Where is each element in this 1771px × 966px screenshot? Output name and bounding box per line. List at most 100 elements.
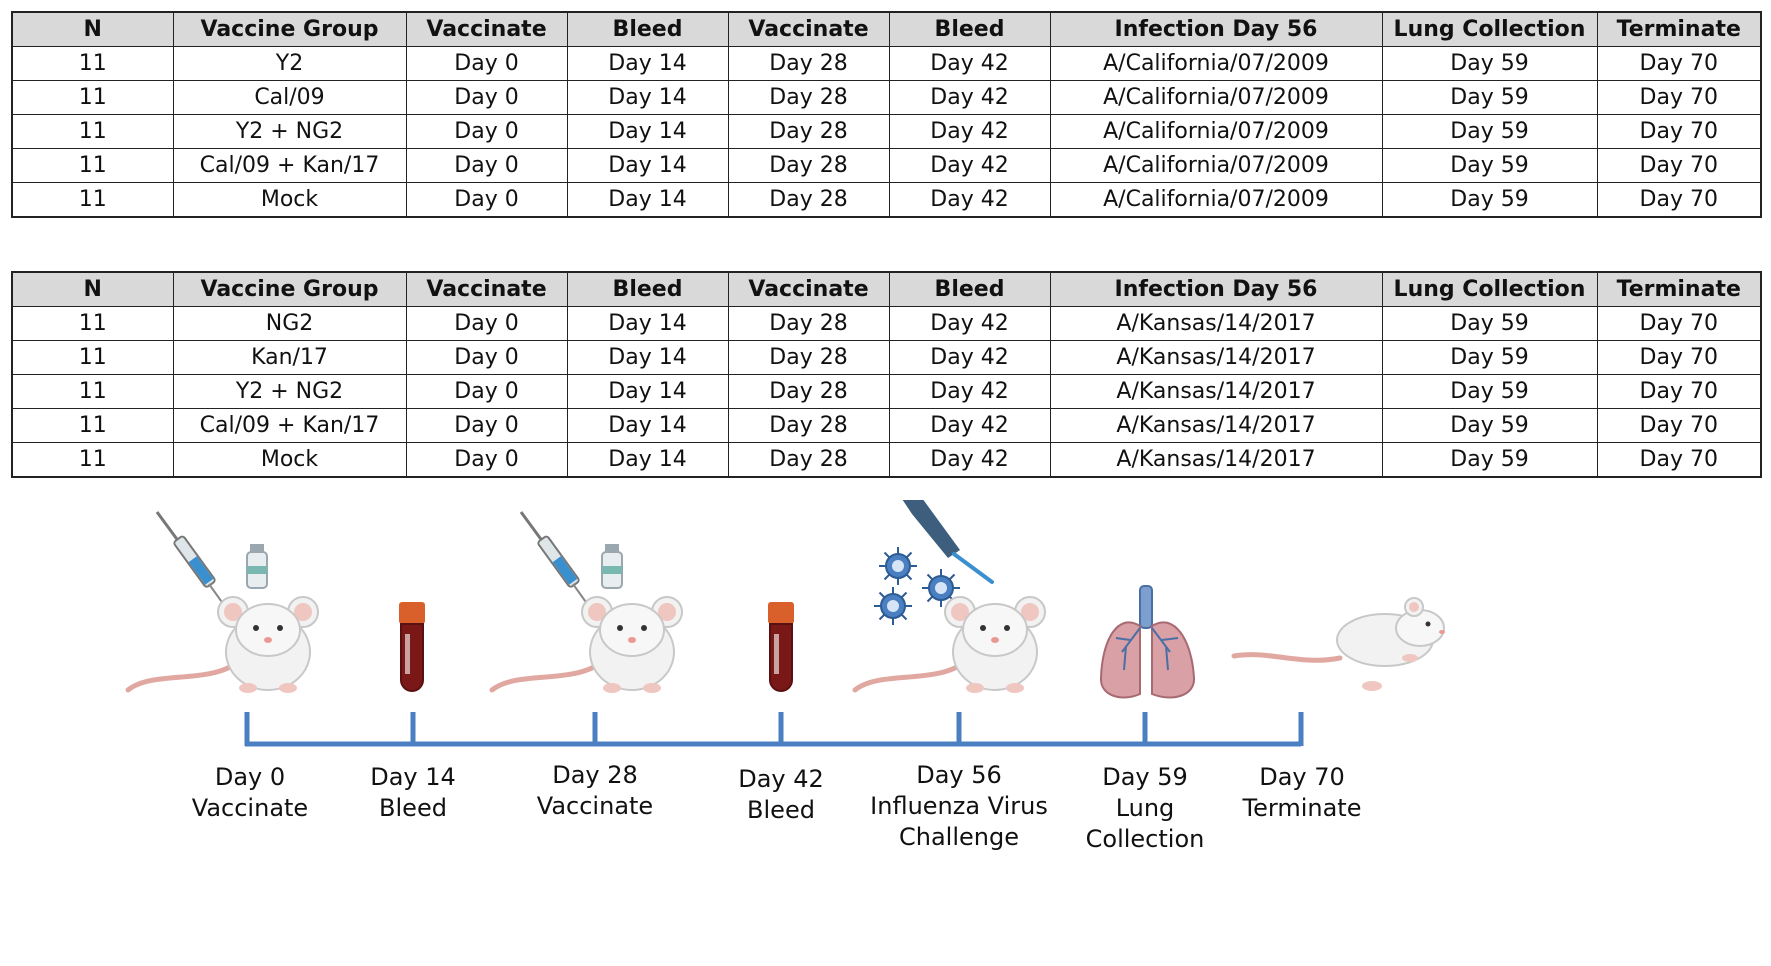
table-row: 11 Cal/09 + Kan/17 Day 0 Day 14 Day 28 D…	[11, 148, 1762, 183]
table-cell: A/Kansas/14/2017	[1049, 442, 1383, 478]
table-cell: Day 42	[888, 182, 1051, 218]
header-n: N	[11, 271, 174, 307]
table-cell: Day 28	[727, 340, 890, 375]
table-cell: Day 42	[888, 306, 1051, 341]
table-row: 11 Cal/09 + Kan/17 Day 0 Day 14 Day 28 D…	[11, 408, 1762, 443]
table-cell: Day 28	[727, 182, 890, 218]
mouse-with-syringe-and-vial-icon	[128, 510, 318, 693]
table-cell: A/California/07/2009	[1049, 182, 1383, 218]
table-row: 11 NG2 Day 0 Day 14 Day 28 Day 42 A/Kans…	[11, 306, 1762, 341]
table-cell: A/California/07/2009	[1049, 114, 1383, 149]
timeline-graphic	[0, 500, 1445, 747]
table-cell: 11	[11, 306, 174, 341]
header-infection: Infection Day 56	[1049, 11, 1383, 47]
table-cell: Day 0	[405, 182, 568, 218]
blood-tube-icon	[398, 601, 426, 692]
header-vaccinate: Vaccinate	[405, 271, 568, 307]
timeline-event-text: Challenge	[899, 823, 1019, 851]
table-cell: Day 28	[727, 442, 890, 478]
timeline-day: Day 70	[1259, 763, 1345, 791]
table-cell: Day 42	[888, 114, 1051, 149]
table-cell: Day 14	[566, 374, 729, 409]
table-cell: Day 28	[727, 148, 890, 183]
table-cell: Y2 + NG2	[172, 114, 407, 149]
table-cell: 11	[11, 374, 174, 409]
lungs-icon	[1099, 585, 1196, 699]
table-cell: 11	[11, 148, 174, 183]
header-vaccinate: Vaccinate	[727, 271, 890, 307]
timeline-event-text: Bleed	[747, 796, 815, 824]
table-row: 11 Mock Day 0 Day 14 Day 28 Day 42 A/Cal…	[11, 182, 1762, 218]
table-cell: Day 70	[1596, 442, 1762, 478]
table-cell: Day 59	[1381, 80, 1598, 115]
table-cell: Day 59	[1381, 374, 1598, 409]
timeline-label-day-28: Day 28 Vaccinate	[485, 760, 705, 822]
table-cell: 11	[11, 80, 174, 115]
timeline-event-text: Terminate	[1242, 794, 1362, 822]
header-vaccine-group: Vaccine Group	[172, 271, 407, 307]
header-infection: Infection Day 56	[1049, 271, 1383, 307]
table-cell: Day 0	[405, 340, 568, 375]
table-cell: Day 42	[888, 46, 1051, 81]
table-cell: Cal/09	[172, 80, 407, 115]
table-cell: Day 14	[566, 148, 729, 183]
header-terminate: Terminate	[1596, 11, 1762, 47]
table-cell: Day 42	[888, 374, 1051, 409]
timeline-day: Day 28	[552, 761, 638, 789]
table-cell: A/California/07/2009	[1049, 80, 1383, 115]
header-bleed: Bleed	[566, 271, 729, 307]
table-cell: Day 14	[566, 80, 729, 115]
table-cell: Day 28	[727, 46, 890, 81]
california-challenge-table: N Vaccine Group Vaccinate Bleed Vaccinat…	[11, 11, 1762, 218]
mouse-with-pipette-and-virus-icon	[855, 500, 1045, 693]
pipette-icon	[902, 500, 994, 584]
table-cell: Day 59	[1381, 114, 1598, 149]
table-cell: Y2 + NG2	[172, 374, 407, 409]
timeline-label-day-70: Day 70 Terminate	[1192, 762, 1412, 824]
table-cell: Day 0	[405, 374, 568, 409]
table-cell: Day 14	[566, 306, 729, 341]
table-cell: Day 70	[1596, 306, 1762, 341]
header-vaccine-group: Vaccine Group	[172, 11, 407, 47]
timeline-label-day-59: Day 59 Lung Collection	[1035, 762, 1255, 855]
table-row: 11 Mock Day 0 Day 14 Day 28 Day 42 A/Kan…	[11, 442, 1762, 478]
timeline-day: Day 0	[214, 763, 286, 791]
table-cell: Day 59	[1381, 148, 1598, 183]
table-cell: Day 0	[405, 408, 568, 443]
table-cell: Day 0	[405, 46, 568, 81]
timeline-label-day-0: Day 0 Vaccinate	[140, 762, 360, 824]
timeline-event-text: Influenza Virus	[870, 792, 1048, 820]
table-cell: Day 14	[566, 408, 729, 443]
table-cell: Day 42	[888, 442, 1051, 478]
blood-tube-icon	[767, 601, 795, 692]
table-row: 11 Y2 Day 0 Day 14 Day 28 Day 42 A/Calif…	[11, 46, 1762, 81]
table-cell: Day 70	[1596, 80, 1762, 115]
table-cell: 11	[11, 408, 174, 443]
mouse-lying-icon	[1231, 597, 1445, 691]
table-cell: 11	[11, 46, 174, 81]
table-cell: Day 14	[566, 182, 729, 218]
timeline-day: Day 56	[916, 761, 1002, 789]
table-cell: Cal/09 + Kan/17	[172, 408, 407, 443]
timeline-label-day-56: Day 56 Influenza Virus Challenge	[849, 760, 1069, 853]
header-bleed: Bleed	[888, 271, 1051, 307]
table-cell: A/California/07/2009	[1049, 46, 1383, 81]
table-cell: Day 59	[1381, 182, 1598, 218]
table-cell: Day 70	[1596, 114, 1762, 149]
timeline-label-day-14: Day 14 Bleed	[303, 762, 523, 824]
header-n: N	[11, 11, 174, 47]
table-row: 11 Y2 + NG2 Day 0 Day 14 Day 28 Day 42 A…	[11, 374, 1762, 409]
timeline-label-day-42: Day 42 Bleed	[671, 764, 891, 826]
table-cell: A/Kansas/14/2017	[1049, 408, 1383, 443]
table-cell: Mock	[172, 182, 407, 218]
table-cell: Day 28	[727, 408, 890, 443]
table-cell: Day 0	[405, 306, 568, 341]
table-cell: Mock	[172, 442, 407, 478]
table-cell: A/Kansas/14/2017	[1049, 306, 1383, 341]
study-timeline: Day 0 Vaccinate Day 14 Bleed Day 28 Vacc…	[0, 500, 1771, 966]
table-cell: Day 14	[566, 46, 729, 81]
header-terminate: Terminate	[1596, 271, 1762, 307]
table-cell: A/Kansas/14/2017	[1049, 340, 1383, 375]
table-cell: Day 0	[405, 80, 568, 115]
table-cell: Day 59	[1381, 306, 1598, 341]
